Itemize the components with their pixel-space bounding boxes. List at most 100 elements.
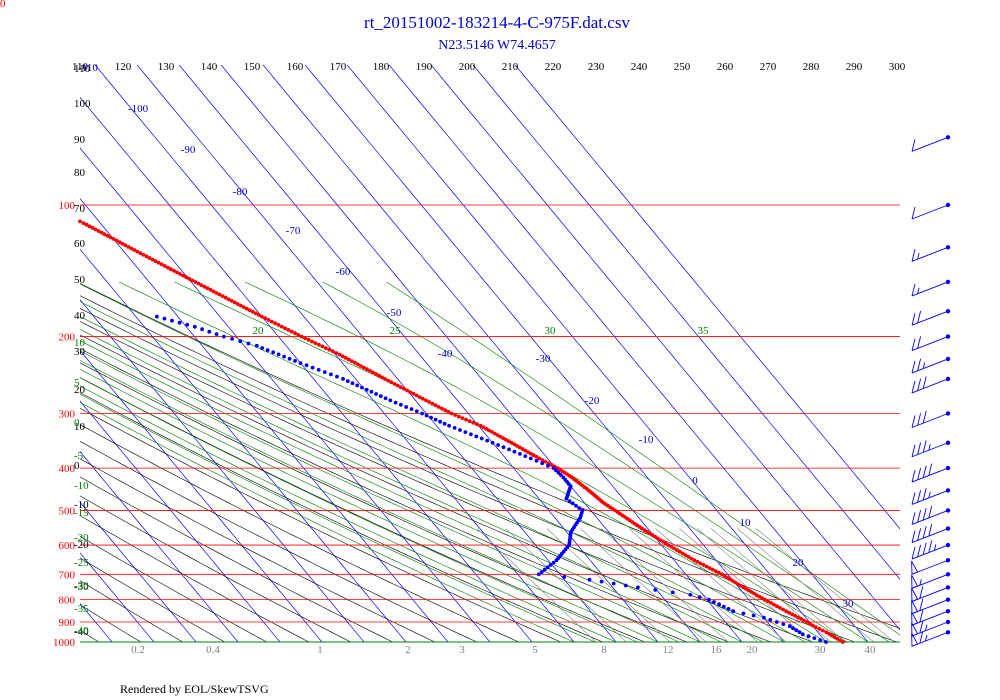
- wind-barb-full: [917, 378, 922, 391]
- wind-barb-full: [928, 505, 933, 519]
- temperature-point: [169, 267, 173, 272]
- temperature-point: [481, 425, 486, 430]
- dry-adiabat-label: 30: [74, 346, 86, 358]
- temperature-point: [787, 610, 791, 615]
- temperature-point: [138, 251, 143, 256]
- wind-barb-staff: [911, 246, 949, 262]
- wind-barb-pennant: [911, 574, 919, 589]
- theta-top-label: 120: [115, 61, 132, 73]
- wind-barb-full: [922, 487, 927, 501]
- temperature-point: [310, 339, 314, 344]
- mixing-ratio-label: 1: [317, 644, 323, 656]
- temperature-point: [253, 311, 258, 316]
- temperature-point: [790, 612, 794, 617]
- dewpoint-point: [501, 445, 506, 450]
- dewpoint-point: [712, 600, 716, 604]
- wind-barb-pennant: [911, 588, 919, 603]
- theta-top-label: 260: [717, 61, 734, 73]
- temperature-point: [117, 240, 122, 245]
- moist-adiabat-side-label: 10: [74, 337, 86, 349]
- temperature-point: [805, 620, 809, 624]
- dewpoint-point: [518, 452, 522, 456]
- dewpoint-point: [298, 361, 303, 365]
- temperature-point: [334, 351, 339, 355]
- temperature-point: [808, 621, 812, 626]
- wind-barb: [911, 523, 951, 543]
- dry-adiabat-line: [80, 392, 604, 642]
- wind-barb-full: [919, 610, 924, 623]
- dry-adiabat-line: [80, 362, 688, 642]
- moist-adiabat-line: [80, 283, 806, 642]
- dewpoint-point: [485, 438, 490, 443]
- wind-barb-full: [911, 546, 916, 560]
- isotherm-line: [430, 65, 900, 631]
- isotherm-label: -80: [233, 186, 248, 198]
- moist-adiabat-line: [80, 316, 764, 642]
- temperature-point: [84, 222, 89, 227]
- wind-barb-staff: [911, 136, 949, 152]
- temperature-point: [698, 561, 703, 566]
- temperature-point: [250, 309, 255, 314]
- temperature-point: [677, 549, 682, 554]
- wind-barb: [911, 440, 951, 458]
- theta-top-label: 170: [330, 61, 347, 73]
- isotherm-label: -10: [639, 434, 654, 446]
- temperature-point: [686, 555, 691, 559]
- temperature-point: [340, 354, 345, 359]
- temperature-point: [506, 439, 511, 444]
- temperature-point: [196, 281, 201, 286]
- dry-adiabat-line: [80, 407, 562, 642]
- moist-adiabat-side-label: -30: [74, 580, 89, 592]
- temperature-point: [813, 625, 818, 630]
- temperature-point: [449, 411, 454, 416]
- temperature-point: [232, 300, 237, 305]
- dry-adiabat-label: -40: [74, 626, 89, 638]
- mixing-ratio-label: 8: [601, 644, 607, 656]
- mixing-ratio-line: [580, 528, 707, 642]
- temperature-point: [467, 419, 472, 424]
- temperature-point: [299, 334, 304, 339]
- temperature-point: [313, 341, 318, 345]
- chart-series: [78, 219, 845, 644]
- wind-barb-full: [922, 376, 927, 389]
- dewpoint-point: [534, 458, 539, 463]
- temperature-point: [408, 390, 413, 394]
- dewpoint-point: [420, 411, 424, 416]
- wind-barb-half: [919, 579, 922, 586]
- dewpoint-point: [345, 379, 350, 383]
- isotherm-line: [80, 451, 239, 642]
- temperature-point: [540, 458, 545, 462]
- render-credit: Rendered by EOL/SkewTSVG: [120, 682, 269, 696]
- wind-barb: [911, 279, 951, 297]
- wind-barb-staff: [911, 281, 949, 297]
- temperature-point: [464, 417, 468, 422]
- moist-adiabat-line: [80, 328, 743, 642]
- wind-barb-full: [922, 507, 927, 521]
- dry-adiabat-line: [80, 604, 142, 642]
- moist-adiabat-line: [386, 281, 900, 636]
- temperature-point: [392, 382, 397, 386]
- temperature-point: [111, 237, 116, 241]
- dry-adiabat-label: -20: [74, 539, 89, 551]
- wind-barb: [911, 608, 951, 626]
- temperature-point: [343, 356, 348, 360]
- temperature-point: [190, 278, 195, 283]
- temperature-point: [330, 349, 335, 354]
- wind-barb-full: [911, 380, 916, 394]
- temperature-point: [229, 298, 234, 303]
- temperature-point: [832, 635, 837, 639]
- temperature-point: [352, 360, 357, 365]
- dewpoint-point: [374, 392, 378, 396]
- temperature-point: [283, 326, 287, 331]
- temperature-point: [293, 331, 297, 336]
- wind-barb-full: [911, 313, 916, 326]
- theta-top-label: 180: [373, 61, 390, 73]
- dewpoint-point: [636, 585, 640, 590]
- isotherm-line: [80, 602, 113, 642]
- dewpoint-point: [260, 346, 265, 350]
- wind-barb-full: [922, 411, 927, 424]
- wind-barb: [911, 572, 951, 589]
- wind-barb-full: [911, 492, 916, 505]
- theta-top-label: 240: [631, 61, 648, 73]
- dewpoint-point: [794, 628, 799, 633]
